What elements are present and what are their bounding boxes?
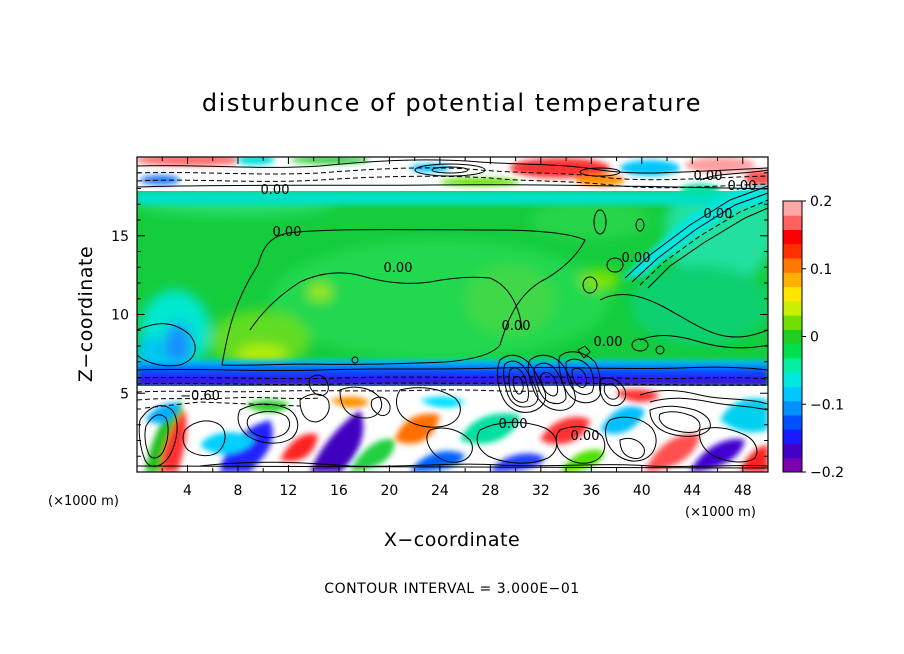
- contour-label: 0.00: [384, 261, 413, 276]
- colorbar-swatch: [783, 229, 802, 245]
- x-tick-label: 32: [532, 483, 550, 499]
- colorbar-swatch: [783, 315, 802, 330]
- contour-label: 0.00: [622, 251, 651, 266]
- y-axis-label: Z−coordinate: [75, 246, 97, 382]
- colorbar-swatch: [783, 300, 802, 316]
- contour-label: 0.00: [728, 179, 757, 194]
- contour-label: 0.00: [571, 429, 600, 444]
- colorbar-tick-label: 0: [810, 330, 819, 346]
- x-tick-label: 28: [481, 483, 499, 499]
- x-unit-left: (×1000 m): [48, 494, 119, 509]
- colorbar-swatch: [783, 457, 802, 473]
- y-tick-label: 5: [120, 386, 129, 402]
- chart-title: disturbunce of potential temperature: [202, 89, 702, 117]
- contour-label: 0.00: [273, 225, 302, 240]
- colorbar-swatch: [783, 343, 802, 359]
- colorbar-swatch: [783, 215, 802, 231]
- x-tick-label: 20: [380, 483, 398, 499]
- contour-label: 0.00: [499, 417, 528, 432]
- x-tick-label: 16: [330, 483, 348, 499]
- x-tick-label: 12: [280, 483, 298, 499]
- x-tick-label: 24: [431, 483, 449, 499]
- colorbar-tick-label: −0.1: [810, 397, 844, 413]
- y-tick-label: 10: [111, 308, 129, 324]
- x-tick-label: 4: [183, 483, 192, 499]
- contour-interval-note: CONTOUR INTERVAL = 3.000E−01: [324, 581, 579, 597]
- contour-label: 0.00: [502, 319, 531, 334]
- colorbar-swatch: [783, 386, 802, 402]
- field-heatmap: [137, 157, 768, 472]
- colorbar: 0.2 0.1 0 −0.1 −0.2: [782, 194, 844, 481]
- x-unit-right: (×1000 m): [685, 505, 756, 520]
- colorbar-swatch: [783, 272, 802, 288]
- x-tick-label: 8: [233, 483, 242, 499]
- colorbar-swatch: [783, 357, 802, 373]
- contour-labels: 0.00 0.00 0.00 0.00 0.00 0.00 0.00 0.00 0.00 0.00…: [180, 169, 756, 444]
- x-axis-ticks: 4 8 12 16 20 24 28 32 36 40 44 48: [161, 157, 752, 499]
- colorbar-tick-label: 0.1: [810, 262, 832, 278]
- colorbar-swatch: [783, 443, 802, 459]
- colorbar-swatch: [783, 286, 802, 302]
- colorbar-swatch: [783, 400, 802, 416]
- y-tick-label: 15: [111, 229, 129, 245]
- colorbar-swatch: [783, 429, 802, 444]
- colorbar-tick-label: −0.2: [810, 465, 844, 481]
- contour-label: 0.00: [704, 207, 733, 222]
- contour-label: 0.00: [261, 183, 290, 198]
- x-tick-label: 40: [633, 483, 651, 499]
- contour-label: 0.00: [694, 169, 723, 184]
- x-tick-label: 48: [734, 483, 752, 499]
- contour-label: −0.60: [180, 389, 220, 404]
- x-tick-label: 44: [683, 483, 701, 499]
- colorbar-swatch: [783, 414, 802, 430]
- x-axis-label: X−coordinate: [384, 529, 520, 551]
- colorbar-swatch: [783, 201, 802, 216]
- colorbar-swatch: [783, 243, 802, 259]
- colorbar-swatch: [783, 258, 802, 273]
- contour-label: 0.00: [594, 335, 623, 350]
- y-axis-ticks: 5 10 15: [111, 172, 768, 457]
- colorbar-swatch: [783, 372, 802, 387]
- x-tick-label: 36: [582, 483, 600, 499]
- colorbar-swatch: [783, 329, 802, 345]
- colorbar-tick-label: 0.2: [810, 194, 832, 210]
